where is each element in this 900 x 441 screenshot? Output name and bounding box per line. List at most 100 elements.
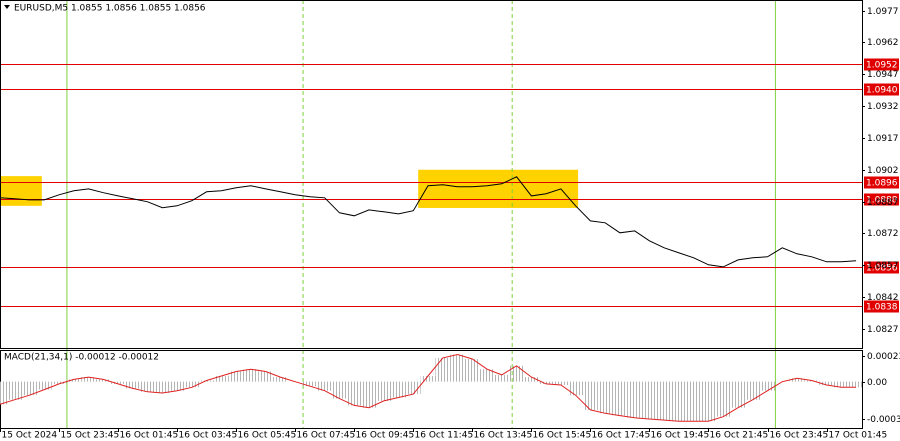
menu-icon[interactable] (4, 5, 10, 9)
macd-bar (154, 381, 170, 393)
macd-bar (789, 378, 805, 382)
x-tick-label: 15 Oct 23:45 (61, 431, 120, 441)
x-tick-label: 16 Oct 13:45 (474, 431, 533, 441)
macd-bar (642, 381, 657, 419)
x-tick-label: 17 Oct 01:45 (829, 431, 888, 441)
macd-bar (819, 381, 834, 386)
macd-bar (376, 381, 392, 401)
background (0, 0, 862, 428)
macd-bar (140, 381, 155, 392)
macd-bar (405, 381, 421, 395)
x-tick-label: 16 Oct 09:45 (356, 431, 415, 441)
macd-bar (509, 365, 524, 382)
macd-bar (361, 381, 377, 408)
macd-bar (848, 381, 864, 388)
macd-bar (125, 381, 141, 389)
x-tick-label: 16 Oct 21:45 (710, 431, 769, 441)
x-tick-label: 16 Oct 11:45 (415, 431, 474, 441)
y-tick-label: 1.0887 (867, 198, 899, 208)
macd-bar (51, 381, 67, 384)
macd-bar (228, 371, 244, 382)
level-label: 1.0838 (866, 303, 898, 313)
macd-bar (450, 354, 465, 382)
macd-bar (0, 381, 8, 405)
macd-bar (479, 369, 495, 382)
macd-bar (701, 381, 716, 422)
y-tick-label: 1.0962 (867, 38, 899, 48)
macd-bar (7, 381, 23, 400)
y-tick-label: 1.0947 (867, 70, 899, 80)
macd-bar (612, 381, 628, 416)
level-label: 1.0940 (866, 86, 898, 96)
y-tick-label: -0.00033 (867, 415, 900, 425)
x-tick-label: 16 Oct 19:45 (651, 431, 710, 441)
macd-bar (597, 381, 613, 414)
macd-bar (523, 377, 539, 382)
x-tick-label: 16 Oct 03:45 (179, 431, 238, 441)
level-label: 1.0856 (866, 264, 898, 274)
macd-bar (435, 357, 451, 382)
macd-bar (656, 381, 672, 421)
x-tick-label: 16 Oct 17:45 (592, 431, 651, 441)
y-tick-label: 1.0872 (867, 229, 899, 239)
macd-bar (346, 381, 362, 406)
y-tick-label: 1.0842 (867, 293, 899, 303)
macd-bar (730, 381, 746, 408)
level-label: 1.0896 (866, 179, 898, 189)
macd-title: MACD(21,34,1) -0.00012 -0.00012 (4, 353, 159, 363)
macd-bar (715, 381, 731, 417)
macd-bar (494, 374, 510, 382)
macd-bar (332, 381, 347, 399)
macd-bar (66, 379, 82, 382)
price-frame (0, 0, 863, 349)
macd-bar (391, 381, 406, 398)
level-label: 1.0952 (866, 61, 898, 71)
zone (418, 169, 579, 208)
macd-bar (169, 381, 185, 391)
macd-bar (95, 379, 111, 382)
level-label-box (864, 83, 899, 96)
macd-bar (583, 381, 598, 410)
chart-title: EURUSD,M5 1.0855 1.0856 1.0855 1.0856 (14, 4, 206, 14)
y-tick-label: 1.0977 (867, 7, 899, 17)
macd-bar (464, 359, 480, 382)
level-label-box (864, 176, 899, 189)
macd-bar (538, 381, 554, 384)
macd-bar (184, 381, 200, 388)
zone (0, 176, 42, 206)
macd-bar (553, 381, 569, 386)
macd-bar (833, 381, 849, 388)
macd-bar (420, 376, 436, 382)
y-tick-label: 0.00 (867, 378, 887, 388)
y-tick-label: 1.0932 (867, 102, 899, 112)
macd-bar (804, 380, 820, 382)
y-tick-label: 1.0827 (867, 325, 899, 335)
macd-bar (81, 377, 96, 382)
macd-bar (568, 381, 584, 396)
macd-bar (199, 380, 215, 382)
x-tick-label: 15 Oct 2024 (2, 431, 58, 441)
macd-bar (243, 369, 259, 382)
level-label-box (864, 58, 899, 71)
x-tick-label: 16 Oct 01:45 (120, 431, 179, 441)
level-label-box (864, 193, 899, 206)
x-tick-label: 16 Oct 07:45 (297, 431, 356, 441)
macd-bar (760, 381, 775, 391)
level-label: 1.0888 (866, 196, 898, 206)
y-tick-label: 1.0857 (867, 261, 899, 271)
macd-bar (36, 381, 52, 390)
y-tick-label: 1.0917 (867, 134, 899, 144)
macd-bar (302, 381, 318, 387)
y-tick-label: 1.0902 (867, 166, 899, 176)
macd-bar (627, 381, 643, 418)
macd-bar (214, 376, 229, 382)
macd-bar (22, 381, 37, 396)
macd-bar (317, 381, 333, 391)
price-line (0, 176, 857, 268)
level-label-box (864, 300, 899, 313)
x-tick-label: 16 Oct 23:45 (770, 431, 829, 441)
macd-bar (671, 381, 687, 422)
y-tick-label: 0.00023 (867, 352, 900, 362)
macd-bar (745, 381, 761, 400)
